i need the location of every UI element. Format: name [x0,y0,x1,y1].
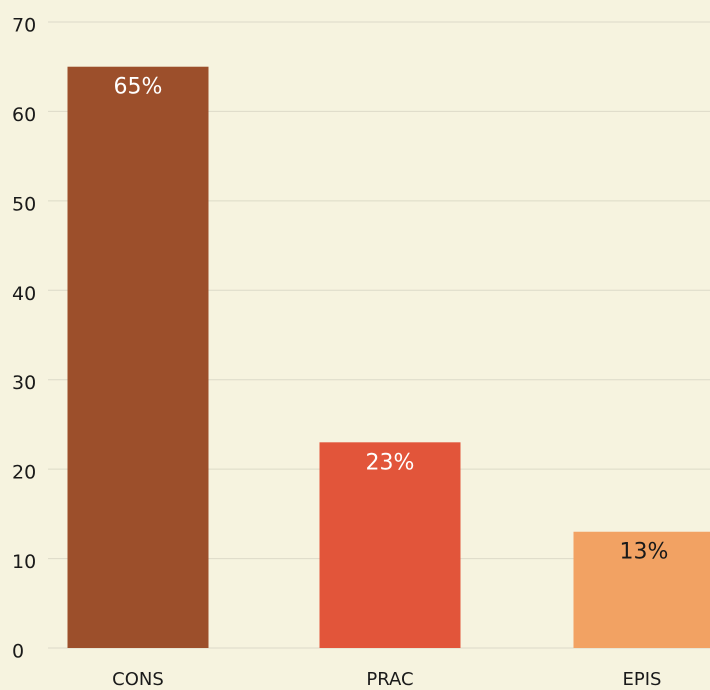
value-label: 65% [114,75,163,100]
bar [67,66,209,648]
x-tick-label: CONS [112,669,164,690]
value-label: 13% [620,540,669,565]
y-tick-label: 30 [12,372,36,394]
y-tick-label: 40 [12,283,36,305]
y-tick-label: 0 [12,641,24,663]
y-tick-label: 70 [12,15,36,37]
y-tick-label: 60 [12,104,36,126]
bar [573,531,710,648]
bar [319,442,461,648]
value-label: 23% [366,450,415,475]
y-tick-label: 50 [12,193,36,215]
y-tick-label: 10 [12,551,36,573]
x-tick-label: PRAC [366,669,413,690]
x-tick-label: EPIS [623,669,662,690]
y-tick-label: 20 [12,462,36,484]
